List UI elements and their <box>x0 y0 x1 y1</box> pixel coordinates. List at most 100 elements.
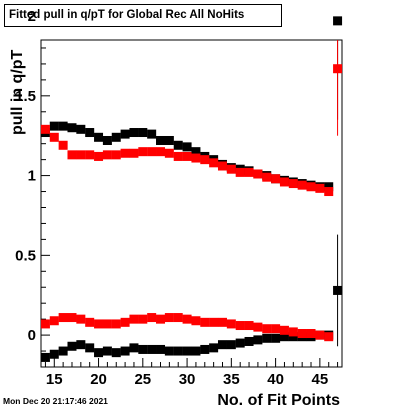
x-tick-label: 35 <box>223 371 240 388</box>
data-point <box>85 128 95 138</box>
data-point <box>156 135 166 145</box>
y-axis-title: pull in q/pT <box>9 49 26 135</box>
data-point <box>200 155 210 165</box>
data-point <box>173 313 183 323</box>
data-point <box>173 140 183 150</box>
data-point <box>235 167 245 177</box>
data-point <box>58 313 68 323</box>
data-point <box>156 344 166 354</box>
data-point <box>191 316 201 326</box>
data-point <box>102 135 112 145</box>
x-tick-label: 25 <box>134 371 151 388</box>
data-point <box>164 135 174 145</box>
data-point <box>102 150 112 160</box>
data-point <box>94 319 104 329</box>
y-tick-label: 0.5 <box>15 247 36 264</box>
data-point <box>120 346 130 356</box>
data-point <box>271 324 281 334</box>
data-point <box>279 177 289 187</box>
data-point <box>138 147 148 157</box>
x-tick-label: 20 <box>90 371 107 388</box>
data-point <box>49 132 59 142</box>
data-point <box>147 147 157 157</box>
data-point <box>58 121 68 131</box>
data-point <box>67 313 77 323</box>
data-point <box>102 319 112 329</box>
data-point <box>315 183 325 193</box>
series-4 <box>40 313 334 342</box>
data-point <box>58 140 68 150</box>
data-point <box>94 132 104 142</box>
data-point <box>156 147 166 157</box>
data-point <box>200 317 210 327</box>
series-1 <box>40 16 343 192</box>
data-point <box>173 151 183 161</box>
data-point <box>288 332 298 342</box>
data-point <box>76 340 86 350</box>
data-point <box>226 164 236 174</box>
data-point <box>209 343 219 353</box>
data-point <box>147 344 157 354</box>
data-point <box>226 340 236 350</box>
data-point <box>333 64 343 74</box>
data-point <box>49 349 59 359</box>
data-point <box>76 124 86 134</box>
data-point <box>49 316 59 326</box>
data-point <box>333 285 343 295</box>
data-point <box>209 317 219 327</box>
data-point <box>67 150 77 160</box>
data-point <box>217 340 227 350</box>
x-tick-label: 15 <box>46 371 63 388</box>
data-point <box>333 16 343 26</box>
data-point <box>288 179 298 189</box>
data-point <box>76 150 86 160</box>
data-point <box>138 128 148 138</box>
series-3 <box>40 234 343 362</box>
data-point <box>67 123 77 133</box>
x-tick-label: 45 <box>312 371 329 388</box>
y-tick-label: 2 <box>28 8 36 25</box>
data-point <box>147 313 157 323</box>
chart-title: Fitted pull in q/pT for Global Rec All N… <box>4 4 282 27</box>
data-point <box>244 321 254 331</box>
x-tick-label: 30 <box>179 371 196 388</box>
data-point <box>111 319 121 329</box>
data-point <box>262 333 272 343</box>
data-point <box>40 319 50 329</box>
data-point <box>324 332 334 342</box>
data-point <box>235 321 245 331</box>
data-point <box>129 128 139 138</box>
data-point <box>182 314 192 324</box>
data-point <box>279 325 289 335</box>
data-point <box>156 314 166 324</box>
data-point <box>102 346 112 356</box>
data-point <box>120 129 130 139</box>
plot-frame <box>40 39 343 368</box>
data-point <box>58 346 68 356</box>
data-point <box>147 129 157 139</box>
data-point <box>164 346 174 356</box>
data-point <box>85 343 95 353</box>
data-point <box>324 187 334 197</box>
data-point <box>297 329 307 339</box>
data-point <box>279 332 289 342</box>
data-point <box>164 313 174 323</box>
y-tick-label: 0 <box>28 327 36 344</box>
y-tick-label: 1 <box>28 168 36 185</box>
data-point <box>324 182 334 192</box>
data-point <box>182 151 192 161</box>
data-point <box>217 161 227 171</box>
data-point <box>40 352 50 362</box>
x-axis-title: No. of Fit Points <box>217 392 340 409</box>
data-point <box>182 142 192 152</box>
data-point <box>271 333 281 343</box>
data-point <box>85 317 95 327</box>
data-point <box>235 338 245 348</box>
data-point <box>226 319 236 329</box>
data-point <box>76 314 86 324</box>
data-point <box>182 346 192 356</box>
data-point <box>120 148 130 158</box>
data-point <box>85 150 95 160</box>
data-point <box>262 172 272 182</box>
